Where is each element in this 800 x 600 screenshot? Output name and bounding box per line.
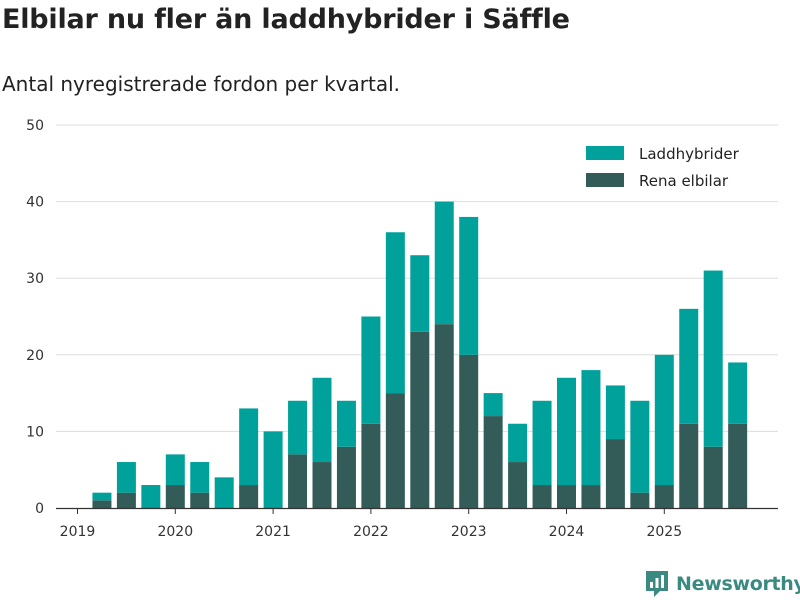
y-tick-label: 40: [26, 195, 44, 211]
bar-laddhybrider: [434, 201, 454, 325]
chart-title: Elbilar nu fler än laddhybrider i Säffle: [2, 4, 570, 35]
bar-laddhybrider: [263, 431, 283, 508]
bar-rena-elbilar: [581, 485, 601, 508]
bar-laddhybrider: [385, 232, 405, 394]
bar-laddhybrider: [679, 308, 699, 424]
brand-name: Newsworthy: [676, 573, 800, 595]
legend-label: Laddhybrider: [639, 145, 740, 163]
bar-laddhybrider: [703, 270, 723, 447]
bar-rena-elbilar: [459, 354, 479, 508]
bar-laddhybrider: [239, 408, 259, 486]
bar-rena-elbilar: [165, 485, 185, 508]
bar-laddhybrider: [288, 400, 308, 455]
bar-rena-elbilar: [239, 485, 259, 508]
bar-laddhybrider: [116, 462, 136, 493]
newsworthy-logo-icon: [646, 571, 668, 597]
bar-laddhybrider: [557, 377, 576, 486]
brand-logo: Newsworthy: [644, 568, 800, 600]
bar-rena-elbilar: [605, 439, 625, 508]
bar-laddhybrider: [214, 477, 234, 508]
bar-laddhybrider: [483, 393, 503, 417]
bar-laddhybrider: [654, 354, 674, 486]
y-tick-label: 20: [26, 348, 44, 364]
bar-laddhybrider: [728, 362, 748, 424]
bar-laddhybrider: [361, 316, 381, 424]
x-tick-label: 2020: [157, 524, 193, 540]
x-tick-label: 2021: [255, 524, 291, 540]
bar-rena-elbilar: [654, 485, 674, 508]
chart-subtitle: Antal nyregistrerade fordon per kvartal.: [2, 72, 401, 96]
bar-laddhybrider: [459, 216, 479, 355]
bar-rena-elbilar: [703, 446, 723, 508]
bar-rena-elbilar: [508, 462, 528, 508]
legend-label: Rena elbilar: [639, 172, 729, 190]
bar-laddhybrider: [336, 400, 356, 447]
bar-rena-elbilar: [385, 393, 405, 508]
y-tick-label: 0: [35, 501, 44, 517]
bar-rena-elbilar: [312, 462, 332, 508]
bar-rena-elbilar: [483, 416, 503, 508]
legend: Laddhybrider Rena elbilar: [586, 145, 740, 190]
axes: 0 10 20 30 40 50 2019 2020 2021 2022 2023 2024 2025: [26, 118, 778, 540]
bar-rena-elbilar: [410, 331, 430, 508]
bar-laddhybrider: [581, 370, 601, 486]
bars: [92, 201, 748, 508]
bar-laddhybrider: [92, 492, 112, 501]
x-tick-label: 2024: [549, 524, 585, 540]
bar-rena-elbilar: [288, 454, 308, 508]
bar-rena-elbilar: [92, 500, 112, 508]
y-tick-label: 10: [26, 424, 44, 440]
bar-rena-elbilar: [557, 485, 576, 508]
bar-laddhybrider: [410, 255, 430, 332]
legend-swatch: [586, 173, 624, 187]
bar-laddhybrider: [630, 400, 650, 493]
x-tick-label: 2022: [353, 524, 389, 540]
x-tick-label: 2023: [451, 524, 487, 540]
bar-rena-elbilar: [336, 446, 356, 508]
legend-swatch: [586, 146, 624, 160]
bar-rena-elbilar: [361, 423, 381, 508]
bar-laddhybrider: [312, 377, 332, 463]
bar-laddhybrider: [508, 423, 528, 463]
bar-rena-elbilar: [728, 423, 748, 508]
bar-laddhybrider: [165, 454, 185, 486]
bar-laddhybrider: [141, 485, 161, 508]
bar-laddhybrider: [190, 462, 210, 493]
bar-laddhybrider: [605, 385, 625, 440]
bar-rena-elbilar: [434, 324, 454, 508]
bar-rena-elbilar: [532, 485, 552, 508]
bar-rena-elbilar: [190, 492, 210, 508]
x-tick-label: 2019: [60, 524, 96, 540]
bar-rena-elbilar: [116, 492, 136, 508]
y-tick-label: 50: [26, 118, 44, 134]
bar-rena-elbilar: [679, 423, 699, 508]
bar-laddhybrider: [532, 400, 552, 486]
y-tick-label: 30: [26, 271, 44, 287]
bar-rena-elbilar: [630, 492, 650, 508]
x-tick-label: 2025: [646, 524, 682, 540]
